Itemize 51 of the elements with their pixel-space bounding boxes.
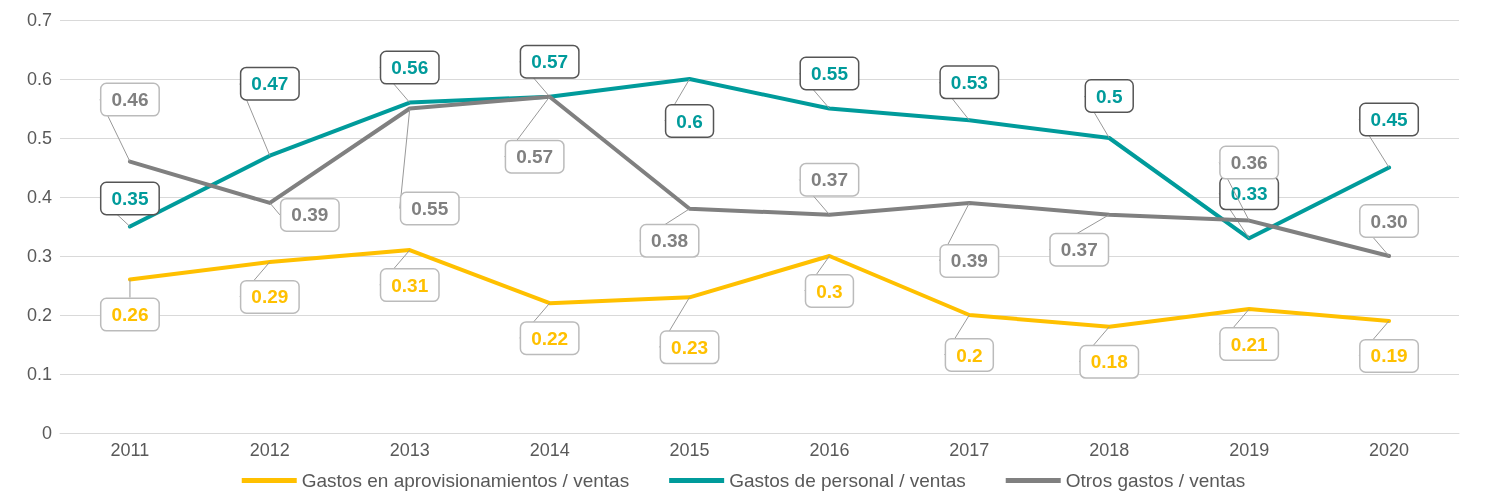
x-tick-label: 2016 [809,440,850,460]
data-label: 0.21 [1230,333,1269,355]
data-label: 0.45 [1370,109,1408,130]
data-label: 0.57 [531,51,569,73]
y-tick-label: 0.1 [26,364,52,384]
data-label: 0.46 [111,89,149,111]
data-label: 0.29 [251,286,289,308]
data-label: 0.38 [651,230,689,252]
data-label: 0.18 [1090,351,1128,373]
y-tick-label: 0.7 [26,10,52,30]
data-label: 0.2 [956,344,983,366]
legend-label: Gastos de personal / ventas [729,470,966,491]
y-tick-label: 0.3 [26,246,52,266]
x-tick-label: 2018 [1089,440,1130,460]
x-tick-label: 2013 [389,440,430,460]
y-tick-label: 0.5 [26,128,52,148]
data-label: 0.55 [810,63,849,84]
data-label: 0.39 [291,204,329,226]
data-label: 0.19 [1370,345,1408,367]
x-tick-label: 2020 [1369,440,1410,460]
data-label: 0.47 [251,73,289,95]
y-tick-label: 0.6 [26,69,52,89]
data-label: 0.33 [1230,182,1268,204]
legend-label: Otros gastos / ventas [1065,470,1246,491]
y-tick-label: 0 [41,423,52,443]
y-tick-label: 0.4 [26,187,52,207]
x-tick-label: 2015 [669,440,710,460]
x-tick-label: 2017 [949,440,990,460]
data-label: 0.22 [531,327,569,349]
data-label: 0.36 [1230,152,1268,174]
data-label: 0.53 [950,71,988,93]
data-label: 0.26 [111,304,149,326]
y-tick-label: 0.2 [26,305,52,325]
data-label: 0.39 [950,250,988,272]
data-label: 0.3 [816,280,843,302]
data-label: 0.35 [111,188,149,209]
data-label: 0.57 [516,146,554,168]
data-label: 0.37 [810,169,848,191]
x-tick-label: 2011 [110,440,150,460]
data-label: 0.37 [1060,239,1098,261]
data-label: 0.55 [411,198,449,219]
x-tick-label: 2014 [529,440,570,460]
data-label: 0.56 [391,57,429,79]
data-label: 0.31 [391,274,429,296]
data-label: 0.6 [676,110,703,132]
data-label: 0.23 [671,336,709,358]
x-tick-label: 2019 [1229,440,1270,460]
data-label: 0.5 [1096,85,1123,107]
x-tick-label: 2012 [249,440,290,460]
legend-label: Gastos en aprovisionamientos / ventas [301,470,630,491]
data-label: 0.30 [1370,210,1408,232]
